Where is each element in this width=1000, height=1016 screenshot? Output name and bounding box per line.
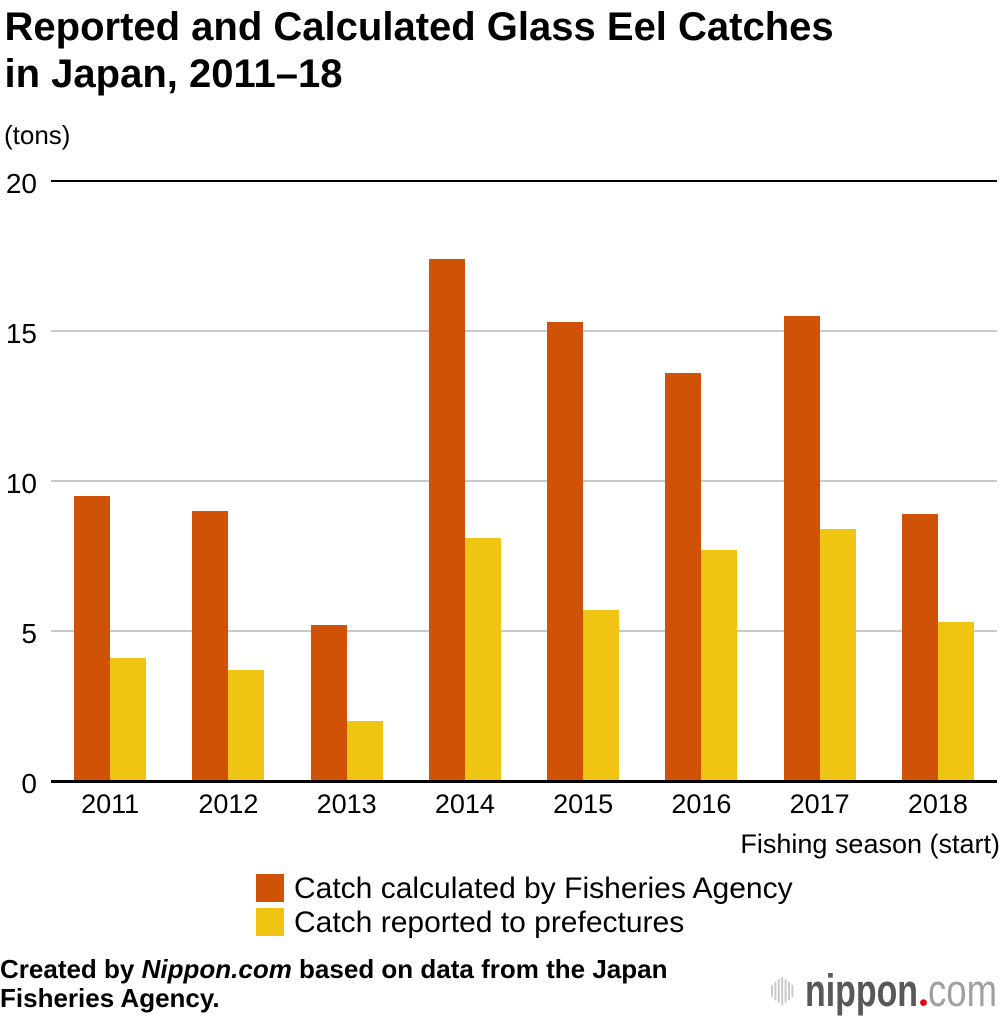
soundbar-4 — [781, 977, 784, 1005]
legend-swatch-reported — [255, 907, 284, 936]
legend: Catch calculated by Fisheries Agency Cat… — [255, 871, 793, 942]
bar-reported-2018 — [937, 622, 974, 782]
x-tick-label-2015: 2015 — [553, 788, 614, 819]
gridline-20 — [51, 180, 997, 182]
bar-calculated-2017 — [783, 316, 820, 782]
bar-reported-2015 — [583, 610, 620, 782]
logo-dot — [920, 999, 927, 1006]
chart-title-line2: in Japan, 2011–18 — [4, 51, 343, 96]
x-tick-label-2016: 2016 — [671, 788, 732, 819]
bar-reported-2014 — [464, 538, 501, 782]
credit-prefix: Created by — [0, 954, 142, 984]
x-tick-label-2017: 2017 — [789, 788, 850, 819]
x-tick-label-2013: 2013 — [316, 788, 377, 819]
gridline-15 — [51, 330, 997, 333]
bar-reported-2012 — [228, 670, 265, 782]
y-tick-label-10: 10 — [5, 467, 37, 499]
bar-calculated-2016 — [665, 373, 702, 782]
nippon-com-logo-svg: nippon com — [771, 965, 997, 1016]
y-tick-label-5: 5 — [21, 617, 37, 649]
bar-reported-2013 — [346, 721, 383, 782]
x-tick-label-2018: 2018 — [907, 788, 968, 819]
soundbar-3 — [777, 979, 780, 1003]
chart-title: Reported and Calculated Glass Eel Catche… — [5, 4, 834, 98]
soundbar-2 — [774, 981, 777, 1001]
credit-brand: Nippon.com — [141, 954, 292, 984]
nippon-com-logo: nippon com — [769, 965, 1000, 1016]
legend-label-calculated: Catch calculated by Fisheries Agency — [294, 871, 793, 905]
bar-calculated-2014 — [428, 259, 465, 782]
bar-reported-2017 — [819, 529, 856, 782]
source-credit: Created by Nippon.com based on data from… — [0, 954, 668, 1014]
y-tick-label-0: 0 — [21, 768, 37, 799]
chart-title-line1: Reported and Calculated Glass Eel Catche… — [4, 4, 834, 49]
y-tick-label-15: 15 — [5, 317, 37, 349]
soundbar-7 — [791, 985, 794, 997]
y-axis-unit-label: (tons) — [4, 120, 71, 150]
x-axis-label: Fishing season (start) — [740, 829, 1000, 859]
bar-reported-2016 — [701, 550, 738, 782]
gridline-5 — [51, 630, 997, 633]
legend-item-calculated: Catch calculated by Fisheries Agency — [255, 871, 793, 908]
bar-calculated-2018 — [901, 514, 938, 782]
legend-label-reported: Catch reported to prefectures — [294, 905, 685, 939]
soundbar-5 — [784, 979, 787, 1003]
logo-wordmark: nippon — [805, 969, 918, 1016]
x-tick-label-2014: 2014 — [434, 788, 495, 819]
bar-calculated-2015 — [547, 322, 584, 782]
soundbar-6 — [788, 981, 790, 1001]
credit-suffix: based on data from the Japan — [291, 954, 668, 984]
soundbar-1 — [771, 985, 773, 997]
legend-item-reported: Catch reported to prefectures — [255, 905, 793, 942]
gridline-10 — [51, 480, 997, 483]
x-tick-label-2011: 2011 — [81, 788, 140, 819]
bar-reported-2011 — [110, 658, 147, 782]
soundbars-icon — [771, 977, 794, 1005]
x-tick-label-2012: 2012 — [198, 788, 259, 819]
x-axis-line-overlay — [51, 780, 997, 783]
y-tick-label-20: 20 — [5, 167, 37, 199]
logo-tld: com — [928, 969, 997, 1016]
bar-calculated-2013 — [310, 625, 347, 782]
bar-calculated-2011 — [74, 496, 111, 782]
bar-calculated-2012 — [192, 511, 229, 782]
legend-swatch-calculated — [255, 873, 284, 902]
credit-line2: Fisheries Agency. — [0, 983, 220, 1014]
